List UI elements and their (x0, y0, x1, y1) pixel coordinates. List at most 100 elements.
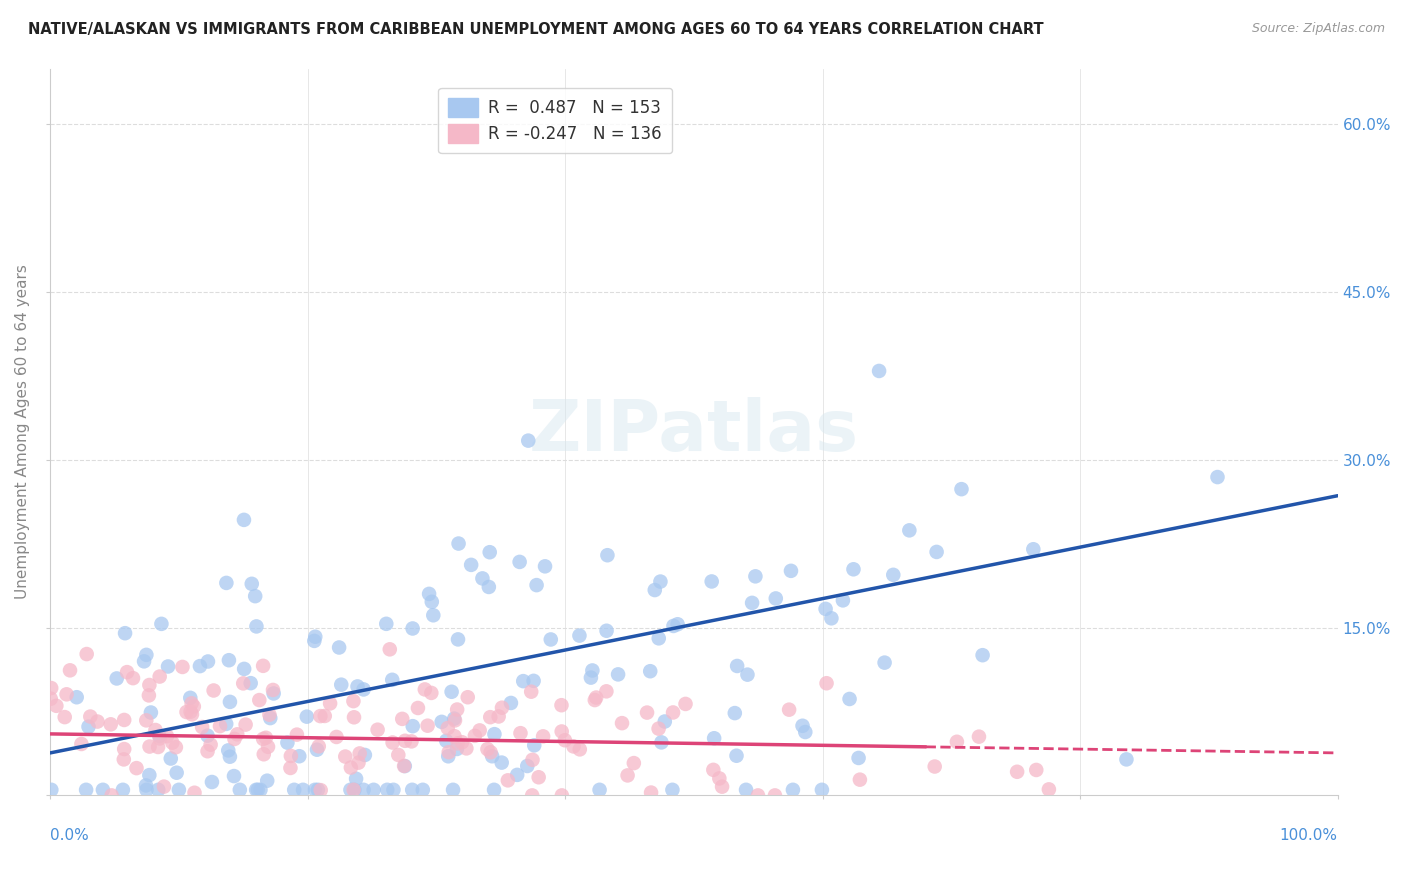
Point (418, 587, 440, 601)
Point (1005, 764, 1028, 779)
Point (183, 786, 205, 800)
Point (263, 686, 285, 700)
Point (579, 671, 602, 685)
Point (252, 658, 274, 673)
Point (70, 737, 93, 751)
Point (201, 775, 224, 789)
Point (666, 617, 689, 632)
Point (219, 749, 242, 764)
Point (252, 731, 274, 746)
Point (661, 782, 683, 797)
Point (550, 698, 572, 713)
Point (1206, 470, 1229, 484)
Point (595, 624, 617, 638)
Point (288, 749, 311, 764)
Point (135, 779, 157, 793)
Point (747, 789, 769, 803)
Point (292, 782, 315, 797)
Point (76, 647, 98, 661)
Point (924, 759, 946, 773)
Point (295, 709, 318, 723)
Point (172, 660, 194, 674)
Point (420, 686, 443, 700)
Point (531, 730, 554, 744)
Point (451, 735, 474, 749)
Point (401, 734, 423, 748)
Point (711, 780, 734, 794)
Point (499, 696, 522, 710)
Point (180, 697, 202, 711)
Point (509, 726, 531, 740)
Point (100, 789, 122, 803)
Point (585, 690, 607, 705)
Text: 100.0%: 100.0% (1279, 828, 1337, 843)
Point (148, 782, 170, 797)
Point (342, 782, 364, 797)
Point (219, 695, 242, 709)
Point (554, 733, 576, 747)
Point (344, 772, 367, 786)
Point (581, 664, 603, 678)
Point (222, 769, 245, 783)
Point (838, 692, 860, 706)
Text: NATIVE/ALASKAN VS IMMIGRANTS FROM CARIBBEAN UNEMPLOYMENT AMONG AGES 60 TO 64 YEA: NATIVE/ALASKAN VS IMMIGRANTS FROM CARIBB… (28, 22, 1043, 37)
Point (91, 782, 114, 797)
Point (447, 736, 470, 750)
Point (471, 571, 494, 585)
Point (446, 702, 468, 716)
Point (148, 729, 170, 743)
Point (522, 753, 544, 767)
Point (709, 772, 731, 786)
Point (662, 619, 685, 633)
Point (353, 782, 375, 797)
Point (218, 653, 240, 667)
Text: Source: ZipAtlas.com: Source: ZipAtlas.com (1251, 22, 1385, 36)
Point (647, 722, 669, 736)
Point (135, 782, 157, 797)
Point (512, 674, 534, 689)
Point (391, 712, 413, 726)
Point (447, 632, 470, 647)
Point (794, 725, 817, 739)
Point (325, 730, 347, 744)
Point (304, 630, 326, 644)
Point (309, 709, 332, 723)
Legend: R =  0.487   N = 153, R = -0.247   N = 136: R = 0.487 N = 153, R = -0.247 N = 136 (439, 87, 672, 153)
Point (763, 789, 786, 803)
Point (114, 626, 136, 640)
Point (534, 559, 557, 574)
Point (112, 752, 135, 766)
Point (437, 749, 460, 764)
Point (568, 742, 591, 756)
Point (41, 782, 63, 797)
Point (446, 742, 468, 756)
Point (246, 782, 269, 797)
Point (950, 482, 973, 496)
Point (644, 582, 666, 597)
Point (245, 782, 267, 797)
Point (523, 739, 546, 753)
Point (167, 782, 190, 797)
Point (735, 782, 758, 797)
Point (778, 703, 800, 717)
Point (882, 567, 904, 582)
Point (233, 513, 256, 527)
Point (402, 719, 425, 733)
Point (340, 761, 363, 775)
Point (305, 742, 328, 756)
Point (702, 763, 724, 777)
Text: 0.0%: 0.0% (51, 828, 89, 843)
Point (256, 773, 278, 788)
Point (506, 768, 529, 782)
Point (416, 719, 439, 733)
Point (254, 731, 277, 745)
Point (157, 659, 180, 673)
Text: ZIPatlas: ZIPatlas (529, 398, 859, 467)
Point (100, 717, 122, 731)
Point (150, 616, 173, 631)
Point (197, 729, 219, 743)
Point (616, 768, 638, 782)
Point (179, 690, 201, 705)
Point (153, 780, 176, 794)
Point (456, 741, 478, 756)
